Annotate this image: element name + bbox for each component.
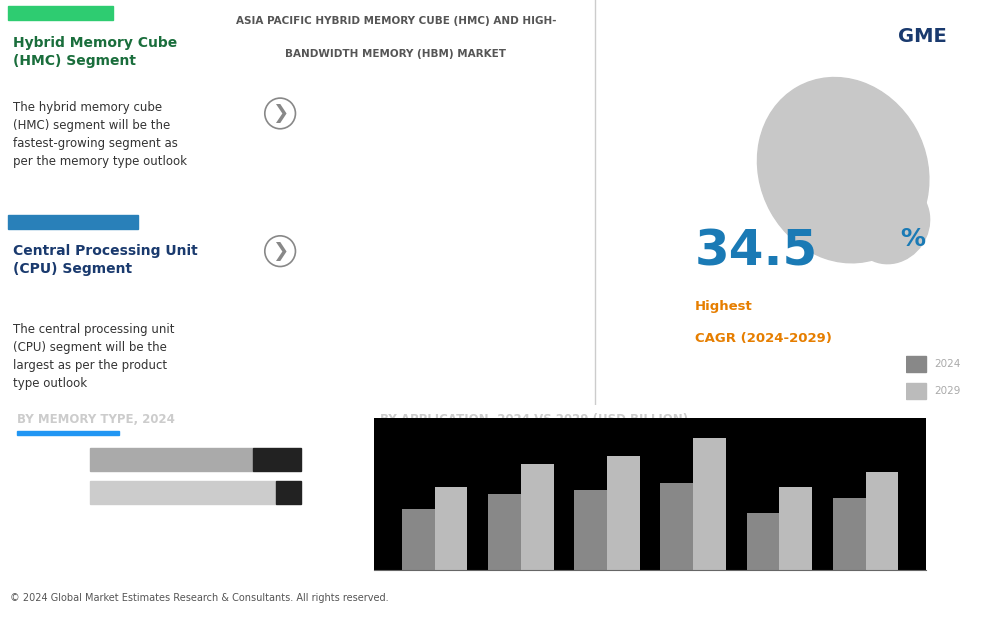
Ellipse shape — [757, 77, 929, 263]
Bar — [17, 430, 119, 435]
Bar — [8, 215, 138, 229]
Text: Hybrid Memory Cube
(HMC) Segment: Hybrid Memory Cube (HMC) Segment — [13, 37, 177, 68]
Ellipse shape — [851, 182, 930, 264]
Bar — [90, 448, 253, 471]
Bar — [906, 382, 926, 399]
Text: The hybrid memory cube
(HMC) segment will be the
fastest-growing segment as
per : The hybrid memory cube (HMC) segment wil… — [13, 101, 186, 168]
Bar — [489, 494, 521, 570]
Bar — [833, 498, 866, 570]
Text: Highest: Highest — [695, 300, 753, 313]
Bar — [661, 483, 693, 570]
Text: 2024: 2024 — [934, 359, 960, 369]
Text: © 2024 Global Market Estimates Research & Consultants. All rights reserved.: © 2024 Global Market Estimates Research … — [10, 593, 388, 603]
Bar — [693, 437, 726, 570]
Text: The central processing unit
(CPU) segment will be the
largest as per the product: The central processing unit (CPU) segmen… — [13, 323, 174, 390]
Bar — [747, 513, 779, 570]
Text: BANDWIDTH MEMORY (HBM) MARKET: BANDWIDTH MEMORY (HBM) MARKET — [286, 49, 506, 59]
Bar — [380, 437, 491, 444]
Text: %: % — [900, 227, 925, 251]
Text: 34.5: 34.5 — [695, 227, 819, 275]
Text: BY MEMORY TYPE, 2024: BY MEMORY TYPE, 2024 — [17, 413, 175, 427]
Bar — [276, 481, 301, 504]
Text: GME: GME — [897, 27, 947, 46]
Text: ❯: ❯ — [272, 242, 289, 261]
Text: CAGR (2024-2029): CAGR (2024-2029) — [695, 332, 832, 345]
Bar — [253, 448, 301, 471]
Bar — [521, 464, 554, 570]
Bar — [780, 8, 979, 69]
Bar — [607, 456, 640, 570]
Bar — [866, 472, 898, 570]
Text: 2029: 2029 — [934, 386, 960, 396]
Bar — [402, 510, 434, 570]
Text: ❯: ❯ — [272, 104, 289, 123]
Text: ASIA PACIFIC HYBRID MEMORY CUBE (HMC) AND HIGH-: ASIA PACIFIC HYBRID MEMORY CUBE (HMC) AN… — [235, 16, 557, 26]
Text: Central Processing Unit
(CPU) Segment: Central Processing Unit (CPU) Segment — [13, 244, 197, 275]
Bar — [574, 491, 607, 570]
Bar — [434, 487, 468, 570]
Bar — [779, 487, 813, 570]
Text: BY APPLICATION, 2024 VS 2029 (USD BILLION): BY APPLICATION, 2024 VS 2029 (USD BILLIO… — [380, 413, 688, 427]
Bar — [90, 481, 276, 504]
Bar — [906, 356, 926, 372]
Bar — [8, 6, 113, 20]
